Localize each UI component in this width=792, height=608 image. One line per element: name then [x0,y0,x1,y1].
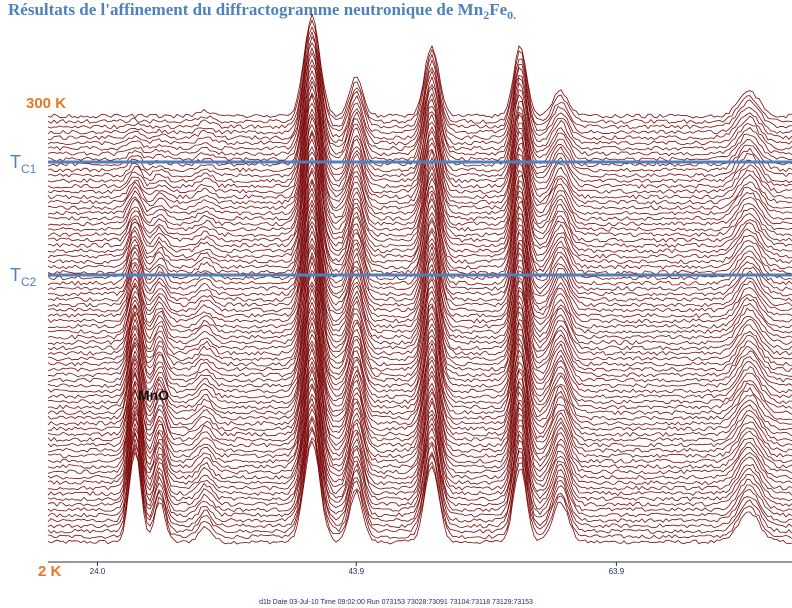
trace [47,251,792,356]
trace [47,440,792,545]
trace [47,383,792,486]
trace [47,417,792,523]
trace [47,208,792,313]
traces [47,12,792,545]
trace [47,437,792,540]
chart-title: Résultats de l'affinement du diffractogr… [8,0,516,22]
trace [47,224,792,329]
title-part: 0. [507,8,516,22]
trace [47,26,792,130]
trace [47,333,792,437]
trace [47,216,792,319]
trace [47,260,792,367]
trace [47,94,792,200]
trace [47,269,792,372]
trace [47,316,792,421]
trace [47,162,792,265]
trace [47,281,792,383]
trace [47,343,792,448]
trace [47,102,792,205]
trace [47,167,792,270]
trace [47,361,792,464]
trace [47,246,792,351]
trace [47,108,792,211]
trace [47,365,792,470]
trace [47,340,792,443]
trace [47,12,792,119]
x-tick-label: 63.9 [609,567,625,576]
trace [47,397,792,502]
trace [47,415,792,518]
trace [47,296,792,399]
trace [47,377,792,480]
tc2-label: TC2 [10,265,37,289]
title-part: Fe [489,0,507,19]
footer: d1b Date 03-Jul-10 Time 09:02:00 Run 073… [259,599,533,606]
trace [47,284,792,389]
trace [48,35,792,141]
trace [47,19,792,124]
trace [47,116,792,221]
trace [47,203,792,308]
title-part: Résultats de l'affinement du diffractogr… [8,0,484,19]
trace [47,272,792,378]
trace [47,138,792,243]
tc-part: C2 [21,275,37,289]
trace [47,255,792,362]
trace [47,113,792,216]
trace [47,123,792,227]
trace [47,428,792,534]
trace [47,369,792,475]
trace [47,288,792,394]
trace [47,347,792,453]
trace [47,170,792,275]
bottom-label: 2 K [38,563,62,580]
tc-part: C1 [21,162,37,176]
trace [47,151,792,254]
trace [47,426,792,529]
trace [47,301,792,405]
trace [47,243,792,346]
trace [48,385,792,491]
top-label: 300 K [26,95,66,112]
trace [47,329,792,432]
x-tick-label: 24.0 [90,567,106,576]
trace [47,42,792,146]
trace [47,30,792,135]
trace [47,180,792,286]
trace [47,157,792,259]
trace [47,129,792,232]
trace [47,75,792,178]
tc1-label: TC1 [10,152,37,176]
trace [47,132,792,238]
trace [47,92,792,194]
trace [47,187,792,292]
trace [47,321,792,426]
trace [47,51,792,157]
tc-part: T [10,152,21,172]
tc-part: T [10,265,21,285]
trace [47,64,792,167]
trace [47,199,792,302]
trace [47,47,792,151]
trace [47,408,792,513]
trace [47,84,792,189]
annotation: MnO [138,387,169,403]
trace [48,145,792,248]
trace [47,237,792,340]
trace [47,307,792,410]
x-tick-label: 43.9 [348,567,364,576]
title-part: 2 [483,8,489,22]
trace [47,221,792,324]
trace [47,70,792,173]
trace [48,230,792,335]
trace [47,403,792,507]
trace [47,393,792,497]
trace [47,356,792,459]
trace [47,310,792,416]
